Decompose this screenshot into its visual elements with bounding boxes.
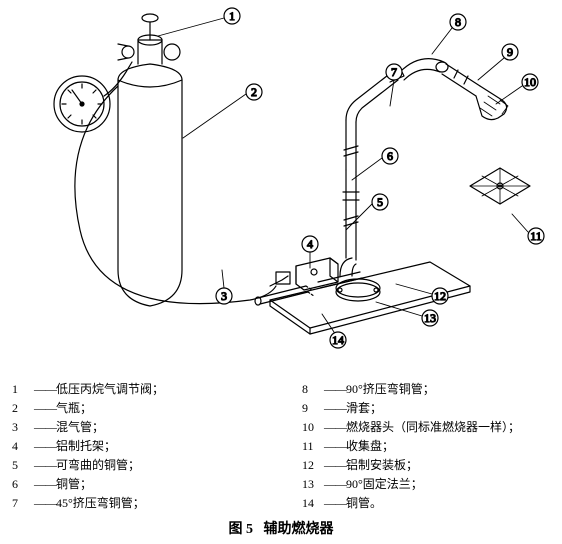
legend-item: 10——燃烧器头（同标准燃烧器一样）； [302, 418, 552, 437]
figure-page: 1234567891011121314 1——低压丙烷气调节阀；2——气瓶；3—… [0, 0, 562, 544]
legend-text: 混气管； [56, 420, 104, 434]
legend-item: 13——90°固定法兰； [302, 475, 552, 494]
legend-text: 45°挤压弯铜管； [56, 496, 145, 510]
legend-number: 8 [302, 380, 324, 399]
legend-dash: —— [34, 420, 56, 434]
legend-number: 14 [302, 494, 324, 513]
diagram-svg: 1234567891011121314 [0, 0, 562, 380]
callout-number: 10 [524, 75, 536, 89]
legend-dash: —— [34, 401, 56, 415]
legend-number: 11 [302, 437, 324, 456]
legend-item: 14——铜管。 [302, 494, 552, 513]
legend-text: 90°固定法兰； [346, 477, 423, 491]
legend-dash: —— [324, 477, 346, 491]
callout-number: 4 [307, 237, 313, 251]
legend-item: 1——低压丙烷气调节阀； [12, 380, 262, 399]
legend-item: 4——铝制托架； [12, 437, 262, 456]
legend-item: 5——可弯曲的铜管； [12, 456, 262, 475]
legend-number: 4 [12, 437, 34, 456]
legend-text: 收集盘； [346, 439, 394, 453]
legend-number: 13 [302, 475, 324, 494]
legend-item: 11——收集盘； [302, 437, 552, 456]
legend-dash: —— [34, 382, 56, 396]
legend-number: 3 [12, 418, 34, 437]
legend-number: 7 [12, 494, 34, 513]
legend-number: 12 [302, 456, 324, 475]
legend-dash: —— [34, 439, 56, 453]
legend-text: 铜管。 [346, 496, 382, 510]
legend-text: 低压丙烷气调节阀； [56, 382, 164, 396]
legend-text: 燃烧器头（同标准燃烧器一样）； [346, 420, 520, 434]
legend-number: 9 [302, 399, 324, 418]
legend-number: 2 [12, 399, 34, 418]
legend-text: 滑套； [346, 401, 382, 415]
caption-title: 辅助燃烧器 [264, 522, 334, 537]
legend-text: 铝制安装板； [346, 458, 418, 472]
legend-item: 2——气瓶； [12, 399, 262, 418]
callout-number: 12 [434, 289, 446, 303]
legend-dash: —— [34, 477, 56, 491]
legend-text: 可弯曲的铜管； [56, 458, 140, 472]
legend-text: 铝制托架； [56, 439, 116, 453]
callout-number: 13 [424, 311, 436, 325]
legend-text: 气瓶； [56, 401, 92, 415]
callout-number: 5 [377, 195, 383, 209]
callout-number: 6 [387, 149, 393, 163]
legend-dash: —— [34, 496, 56, 510]
pressure-gauge-icon [54, 62, 132, 132]
legend-item: 7——45°挤压弯铜管； [12, 494, 262, 513]
legend-item: 12——铝制安装板； [302, 456, 552, 475]
callout-number: 14 [332, 333, 344, 347]
legend-item: 6——铜管； [12, 475, 262, 494]
gas-cylinder [118, 14, 182, 306]
legend-item: 3——混气管； [12, 418, 262, 437]
caption-prefix: 图 5 [229, 522, 254, 537]
callout-number: 1 [229, 9, 235, 23]
legend-dash: —— [324, 458, 346, 472]
legend-dash: —— [324, 420, 346, 434]
legend-text: 90°挤压弯铜管； [346, 382, 435, 396]
legend-dash: —— [34, 458, 56, 472]
callout-number: 2 [251, 85, 257, 99]
legend-dash: —— [324, 439, 346, 453]
riser-tube [340, 120, 359, 276]
bend-90-top [400, 59, 448, 80]
legend-dash: —— [324, 401, 346, 415]
callout-number: 7 [391, 65, 397, 79]
legend-number: 5 [12, 456, 34, 475]
legend-text: 铜管； [56, 477, 92, 491]
callout-number: 3 [221, 289, 227, 303]
legend-number: 1 [12, 380, 34, 399]
legend-item: 8——90°挤压弯铜管； [302, 380, 552, 399]
collector-plate-icon [470, 168, 530, 204]
legend-number: 6 [12, 475, 34, 494]
callout-number: 9 [507, 45, 513, 59]
callout-number: 11 [530, 229, 542, 243]
callout-number: 8 [455, 15, 461, 29]
burner-head [442, 64, 508, 120]
legend-dash: —— [324, 382, 346, 396]
figure-caption: 图 5 辅助燃烧器 [0, 518, 562, 538]
legend-number: 10 [302, 418, 324, 437]
legend-item: 9——滑套； [302, 399, 552, 418]
legend-dash: —— [324, 496, 346, 510]
